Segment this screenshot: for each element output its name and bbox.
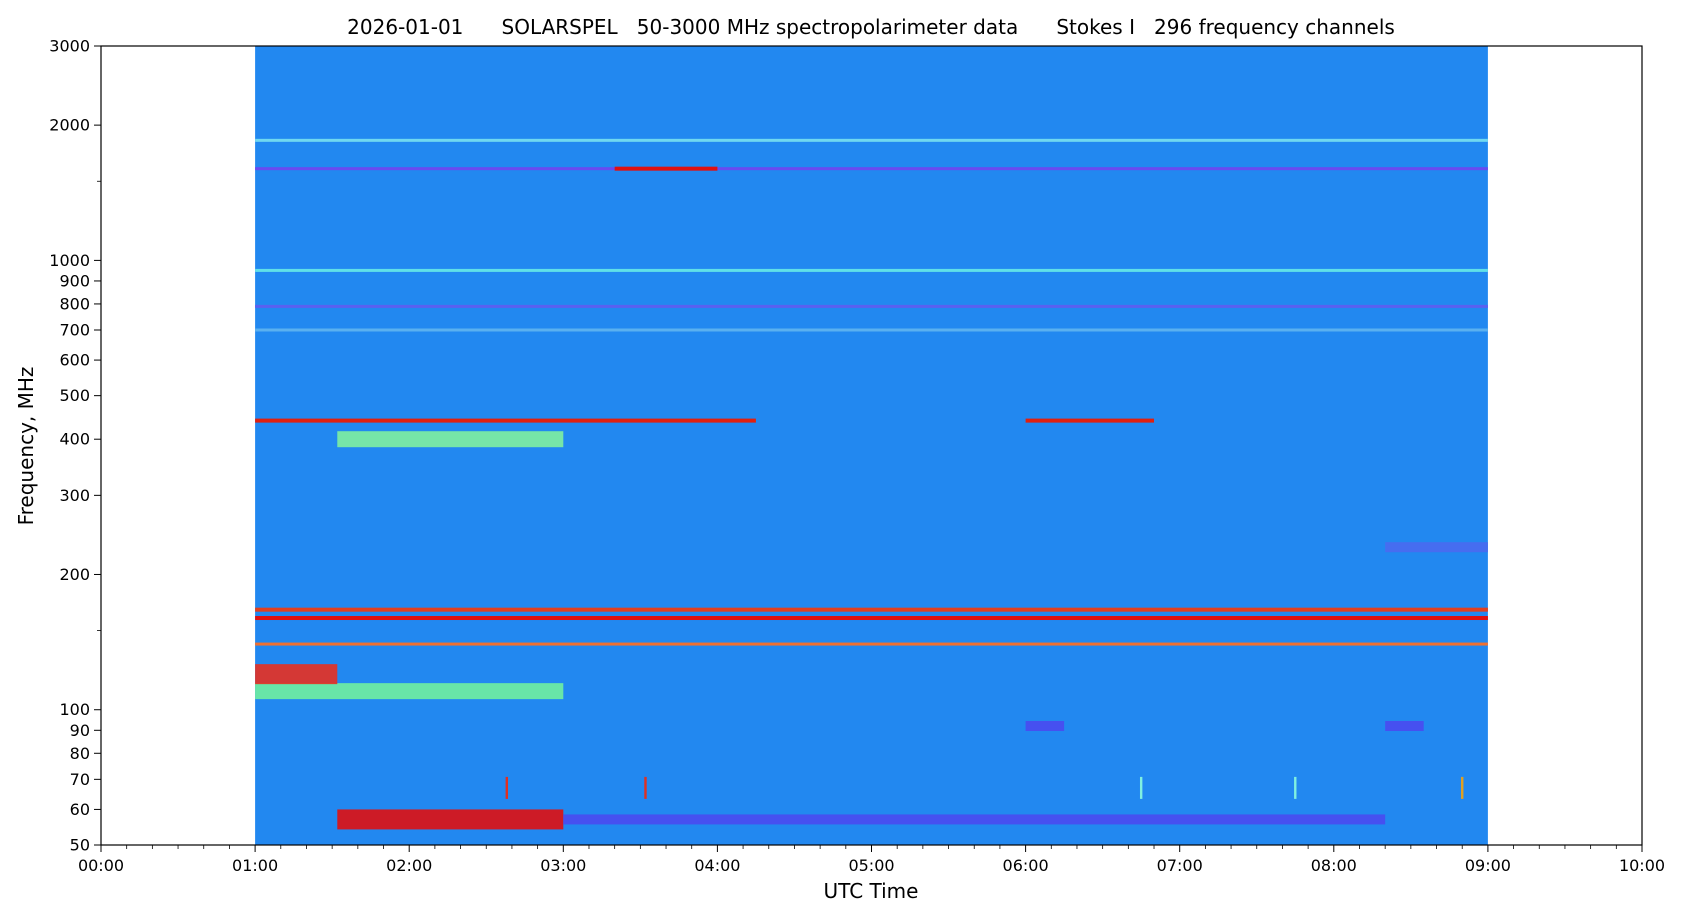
heatmap-line (255, 616, 1488, 621)
heatmap-line (255, 268, 1488, 272)
y-tick-label: 500 (59, 386, 90, 405)
y-tick-label: 70 (70, 770, 90, 789)
y-tick-label: 300 (59, 486, 90, 505)
x-tick-label: 10:00 (1619, 856, 1665, 875)
x-tick-label: 02:00 (386, 856, 432, 875)
heatmap-band (255, 683, 564, 700)
heatmap-spike (505, 776, 508, 799)
x-tick-label: 09:00 (1465, 856, 1511, 875)
y-tick-label: 100 (59, 700, 90, 719)
heatmap-line (255, 138, 1488, 142)
heatmap-line (255, 418, 756, 423)
y-tick-label: 3000 (49, 37, 90, 56)
heatmap-band (563, 814, 1386, 825)
heatmap-line (255, 167, 1488, 171)
y-axis-label: Frequency, MHz (14, 367, 38, 526)
y-tick-label: 2000 (49, 116, 90, 135)
heatmap-line (255, 304, 1488, 308)
y-tick-label: 90 (70, 721, 90, 740)
y-tick-label: 800 (59, 294, 90, 313)
heatmap-line (614, 166, 718, 171)
heatmap-band (1385, 542, 1488, 553)
x-axis: 00:00 01:00 02:00 03:00 04:00 05:00 06:00 07:00… (78, 845, 1665, 875)
heatmap-spike (1139, 776, 1143, 799)
heatmap-line (255, 607, 1488, 612)
x-tick-label: 08:00 (1311, 856, 1357, 875)
spectrogram-heatmap (255, 46, 1488, 845)
y-tick-label: 200 (59, 565, 90, 584)
heatmap-line (255, 642, 1488, 646)
heatmap-band (337, 809, 564, 830)
x-tick-label: 03:00 (540, 856, 586, 875)
y-tick-label: 600 (59, 351, 90, 370)
chart-title: 2026-01-01 SOLARSPEL 50-3000 MHz spectro… (347, 15, 1395, 39)
heatmap-line (255, 328, 1488, 332)
heatmap-line (1025, 418, 1155, 423)
heatmap-spike (1461, 776, 1464, 799)
x-tick-label: 04:00 (694, 856, 740, 875)
x-tick-label: 01:00 (232, 856, 278, 875)
x-axis-label: UTC Time (824, 879, 919, 903)
heatmap-spike (1294, 776, 1297, 799)
y-tick-label: 900 (59, 271, 90, 290)
y-tick-label: 80 (70, 744, 90, 763)
heatmap-band (1385, 721, 1424, 732)
heatmap-band (337, 431, 564, 448)
y-tick-label: 400 (59, 430, 90, 449)
y-tick-label: 60 (70, 800, 90, 819)
y-tick-label: 50 (70, 836, 90, 855)
x-tick-label: 07:00 (1157, 856, 1203, 875)
heatmap-band (1025, 721, 1065, 732)
heatmap-spike (644, 776, 647, 799)
x-tick-label: 00:00 (78, 856, 124, 875)
y-tick-label: 1000 (49, 251, 90, 270)
x-tick-label: 05:00 (848, 856, 894, 875)
heatmap-band (255, 664, 338, 685)
y-axis: 50 60 70 80 90 100 200 300 400 500 600 700 800 900100… (49, 37, 101, 855)
y-tick-label: 700 (59, 320, 90, 339)
x-tick-label: 06:00 (1003, 856, 1049, 875)
